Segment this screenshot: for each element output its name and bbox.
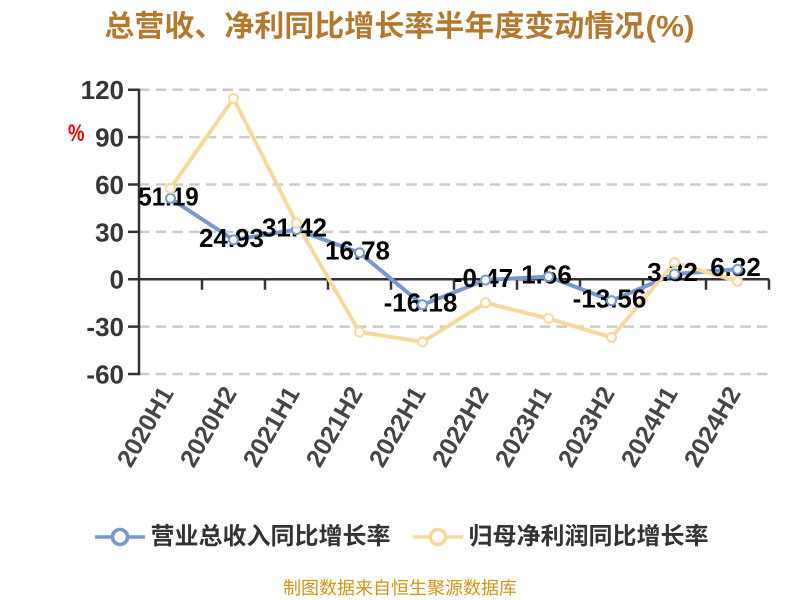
svg-text:(%): (%) — [646, 10, 695, 43]
svg-text:30: 30 — [95, 217, 124, 247]
svg-text:-30: -30 — [86, 312, 124, 342]
svg-text:%: % — [68, 120, 85, 147]
svg-text:60: 60 — [95, 170, 124, 200]
svg-text:0: 0 — [110, 265, 124, 295]
svg-text:-60: -60 — [86, 359, 124, 389]
svg-text:120: 120 — [81, 75, 124, 105]
svg-text:90: 90 — [95, 123, 124, 153]
